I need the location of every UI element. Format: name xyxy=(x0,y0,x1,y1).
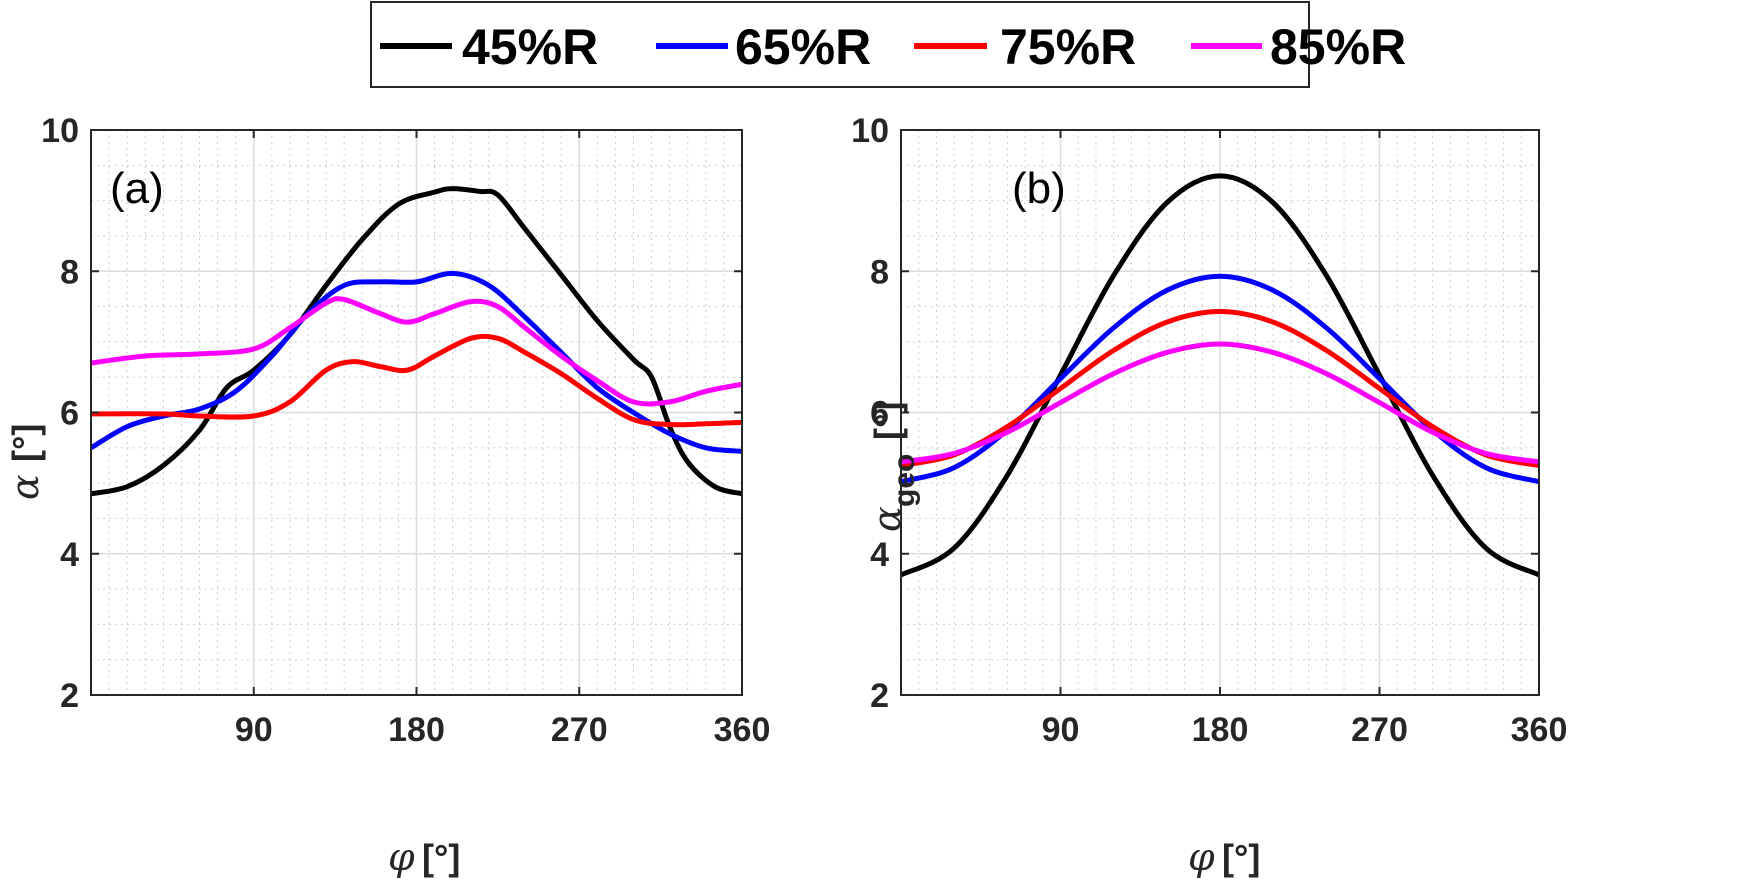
panel-a-xlabel: φ [°] xyxy=(388,835,460,879)
panel-b-ylabel-symbol: α xyxy=(865,506,909,532)
series-line-75pct-r xyxy=(900,309,1540,468)
panel-b-lines xyxy=(899,173,1541,578)
y-tick-label: 4 xyxy=(60,536,79,574)
panel-b-ylabel: α geo [°] xyxy=(865,402,921,532)
legend-box xyxy=(370,1,1310,88)
panel-a-xlabel-unit: [°] xyxy=(422,837,460,878)
x-tick-label: 270 xyxy=(551,711,608,749)
panel-b-xlabel: φ [°] xyxy=(1188,835,1260,879)
legend-label-45: 45%R xyxy=(462,19,598,75)
y-tick-label: 2 xyxy=(60,677,79,715)
y-tick-label: 6 xyxy=(60,395,79,433)
y-tick-label: 2 xyxy=(870,677,889,715)
legend-entry-65: 65%R xyxy=(656,19,871,75)
y-tick-label: 10 xyxy=(851,112,889,150)
series-line-65pct-r xyxy=(89,270,743,454)
panel-a-ticks: 90 180 270 360 2 4 6 8 10 xyxy=(41,112,770,749)
x-tick-label: 90 xyxy=(1042,711,1080,749)
y-tick-label: 8 xyxy=(60,253,79,291)
panel-b-grid xyxy=(901,129,1540,696)
series-line-45pct-r xyxy=(899,173,1541,578)
panel-a-label: (a) xyxy=(110,164,164,213)
x-tick-label: 360 xyxy=(1511,711,1568,749)
legend: 45%R 65%R 75%R 85%R xyxy=(370,1,1406,88)
panel-b-xlabel-unit: [°] xyxy=(1222,837,1260,878)
panel-a-ylabel: α [°] xyxy=(3,424,47,500)
panel-b-ylabel-unit: [°] xyxy=(867,402,908,440)
x-tick-label: 180 xyxy=(388,711,445,749)
series-line-75pct-r xyxy=(90,333,743,428)
y-tick-label: 6 xyxy=(870,395,889,433)
y-tick-label: 4 xyxy=(870,536,889,574)
x-tick-label: 360 xyxy=(714,711,771,749)
x-tick-label: 270 xyxy=(1351,711,1408,749)
panel-b-label: (b) xyxy=(1012,164,1066,213)
panel-b-ylabel-sub: geo xyxy=(888,454,921,507)
y-tick-label: 8 xyxy=(870,253,889,291)
series-line-85pct-r xyxy=(90,296,743,407)
panel-a-xlabel-symbol: φ xyxy=(388,835,415,879)
panel-a-ylabel-symbol: α xyxy=(3,474,47,500)
legend-entry-75: 75%R xyxy=(914,19,1136,75)
panel-a-ylabel-unit: [°] xyxy=(5,424,46,462)
legend-label-75: 75%R xyxy=(1000,19,1136,75)
legend-entry-45: 45%R xyxy=(380,19,598,75)
series-line-85pct-r xyxy=(900,341,1540,465)
panel-b-ticks: 90 180 270 360 2 4 6 8 10 xyxy=(851,112,1567,749)
legend-label-65: 65%R xyxy=(735,19,871,75)
x-tick-label: 180 xyxy=(1192,711,1249,749)
legend-label-85: 85%R xyxy=(1270,19,1406,75)
panel-a-lines xyxy=(89,186,743,497)
y-tick-label: 10 xyxy=(41,112,79,150)
panel-b-xlabel-symbol: φ xyxy=(1188,835,1215,879)
panel-b: 90 180 270 360 2 4 6 8 10 (b) φ [°] α geo [°] xyxy=(851,112,1567,879)
panel-a: 90 180 270 360 2 4 6 8 10 (a) φ [°] α [°] xyxy=(3,112,770,879)
x-tick-label: 90 xyxy=(235,711,273,749)
legend-entry-85: 85%R xyxy=(1191,19,1406,75)
